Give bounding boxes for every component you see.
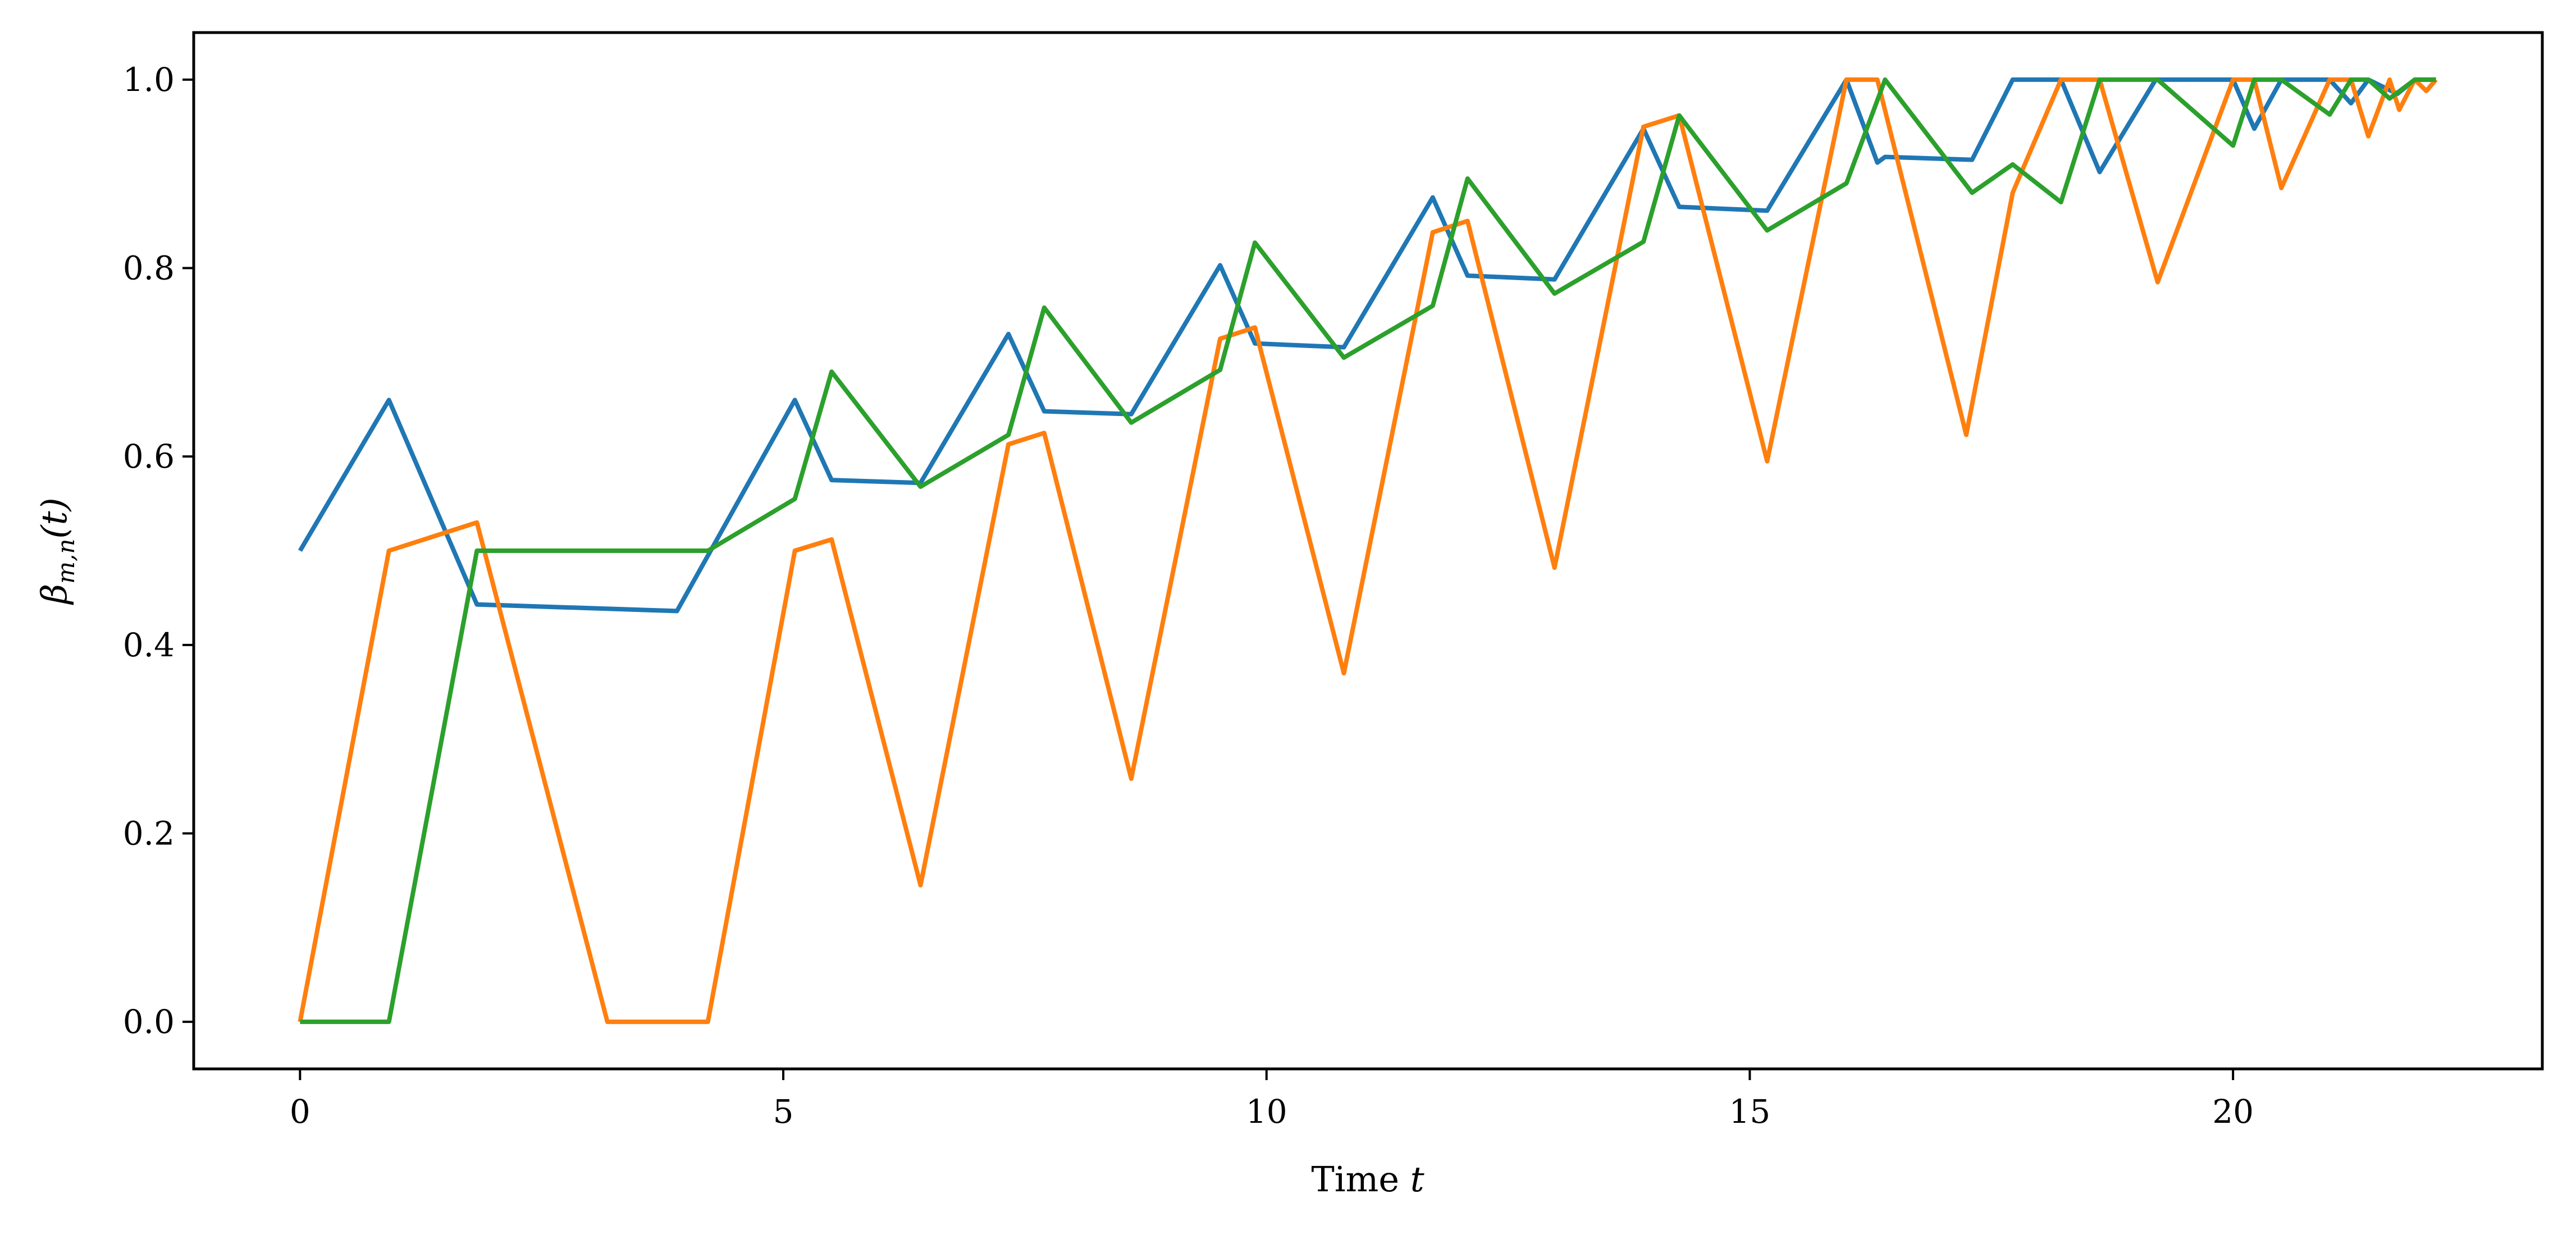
- x-tick-label: 15: [1729, 1092, 1771, 1131]
- series-layer: [298, 77, 2438, 1025]
- plot-frame: [192, 31, 2544, 1071]
- series-line-1: [298, 77, 2436, 614]
- y-tick-label: 0.8: [123, 249, 175, 287]
- x-axis-label: Time t: [1311, 1159, 1424, 1200]
- y-tick-label: 0.2: [123, 814, 175, 852]
- y-tick-label: 0.6: [123, 437, 175, 476]
- y-axis-label: βm,n(t): [34, 497, 80, 605]
- x-tick-label: 10: [1246, 1092, 1287, 1131]
- y-tick-label: 1.0: [123, 61, 175, 99]
- x-tick-label: 20: [2212, 1092, 2254, 1131]
- series-line-2: [298, 77, 2438, 1025]
- series-line-3: [300, 77, 2436, 1025]
- y-axis-ticks: 0.0 0.2 0.4 0.6 0.8 1.0: [123, 61, 194, 1041]
- x-tick-label: 5: [773, 1092, 794, 1131]
- x-tick-label: 0: [290, 1092, 310, 1131]
- y-tick-label: 0.0: [123, 1003, 175, 1041]
- y-tick-label: 0.4: [123, 626, 175, 664]
- x-axis-ticks: 0 5 10 15 20: [290, 1069, 2254, 1131]
